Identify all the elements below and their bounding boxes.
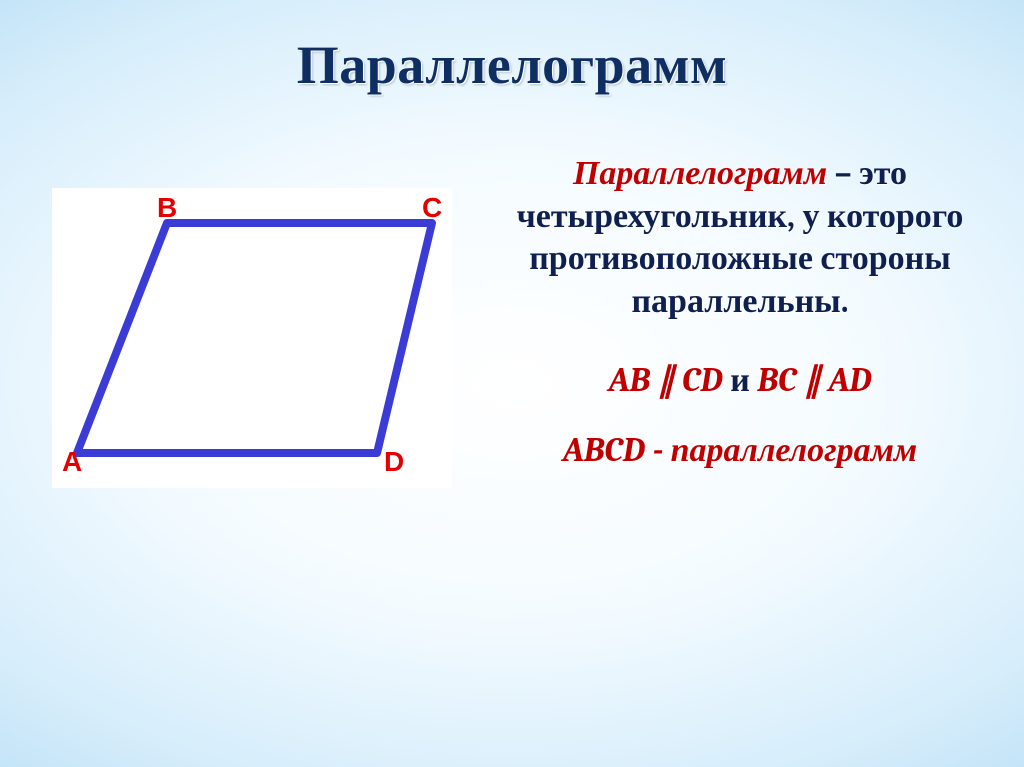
slide: Параллелограмм B C A D Параллелограмм – … xyxy=(0,0,1024,767)
vertex-label-b: B xyxy=(157,192,177,224)
rel-ab: AB xyxy=(608,360,650,400)
rel-par1: ∥ xyxy=(650,360,682,400)
term-highlight: Параллелограмм xyxy=(573,153,827,193)
slide-title: Параллелограмм xyxy=(0,34,1024,97)
rel-bc: BC xyxy=(757,360,796,400)
vertex-label-c: C xyxy=(422,192,442,224)
vertex-label-d: D xyxy=(384,446,404,478)
definition-text: Параллелограмм – это четырехугольник, у … xyxy=(500,152,980,322)
conclusion-text: ABCD - параллелограмм xyxy=(500,430,980,470)
rel-par2: ∥ xyxy=(796,360,828,400)
parallelogram-shape xyxy=(52,188,452,488)
conclusion-rest: - параллелограмм xyxy=(645,430,917,470)
parallel-relations: AB ∥ CD и BC ∥ AD xyxy=(500,360,980,400)
rel-conj: и xyxy=(723,360,758,400)
rel-ad: AD xyxy=(828,360,871,400)
text-block: Параллелограмм – это четырехугольник, у … xyxy=(500,152,980,470)
rel-cd: CD xyxy=(682,360,723,400)
vertex-label-a: A xyxy=(62,446,82,478)
conclusion-name: ABCD xyxy=(563,430,646,470)
parallelogram-figure: B C A D xyxy=(52,188,452,488)
